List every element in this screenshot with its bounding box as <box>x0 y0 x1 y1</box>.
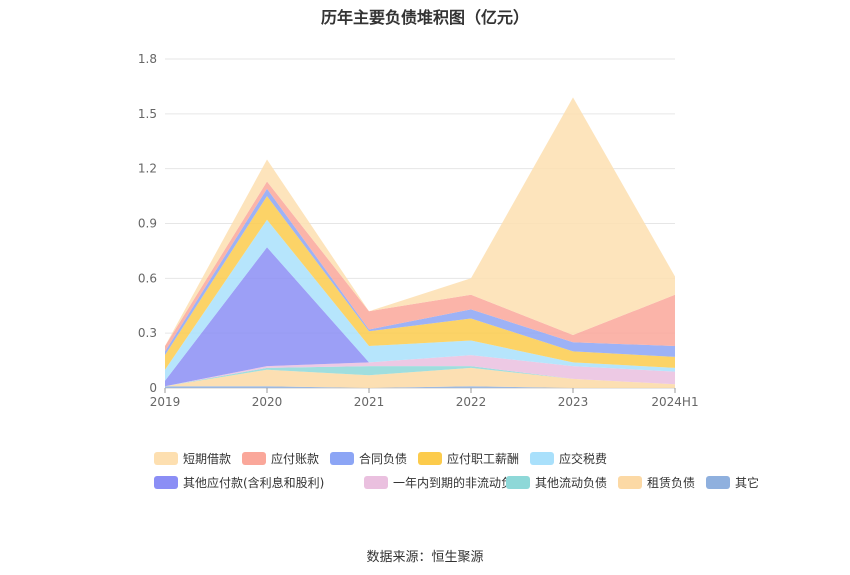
x-tick-label: 2021 <box>354 395 385 409</box>
x-tick-label: 2022 <box>456 395 487 409</box>
legend-item[interactable]: 应交税费 <box>530 450 607 466</box>
legend-item[interactable]: 其它 <box>706 474 759 490</box>
area-其他应付款(含利息和股利) <box>165 247 675 387</box>
legend-swatch <box>364 476 388 489</box>
legend-swatch <box>154 452 178 465</box>
legend-label: 一年内到期的非流动负债 <box>393 476 526 490</box>
legend-label: 其它 <box>735 476 760 490</box>
legend-label: 合同负债 <box>359 452 408 466</box>
legend-swatch <box>330 452 354 465</box>
legend-label: 其他应付款(含利息和股利) <box>183 476 325 490</box>
x-tick-label: 2020 <box>252 395 283 409</box>
y-tick-label: 0.6 <box>138 271 157 285</box>
legend-swatch <box>154 476 178 489</box>
x-tick-label: 2024H1 <box>651 395 698 409</box>
area-series <box>165 97 675 388</box>
legend-swatch <box>418 452 442 465</box>
legend-swatch <box>506 476 530 489</box>
legend-swatch <box>706 476 730 489</box>
stacked-area-chart: 0 0.3 0.6 0.9 1.2 1.5 1.8 2019 2020 2021 2022 2023… <box>138 52 699 409</box>
area-应交税费 <box>165 219 675 381</box>
area-应付账款 <box>165 181 675 352</box>
legend-item[interactable]: 其他应付款(含利息和股利) <box>154 474 324 490</box>
legend-item[interactable]: 短期借款 <box>154 450 231 466</box>
axes: 2019 2020 2021 2022 2023 2024H1 <box>150 388 699 409</box>
legend-item[interactable]: 其他流动负债 <box>506 474 607 490</box>
legend-swatch <box>618 476 642 489</box>
x-tick-label: 2019 <box>150 395 181 409</box>
y-tick-label: 1.2 <box>138 162 157 176</box>
legend-label: 应付职工薪酬 <box>447 452 520 466</box>
area-合同负债 <box>165 188 675 357</box>
area-应付职工薪酬 <box>165 196 675 370</box>
x-tick-label: 2023 <box>558 395 589 409</box>
legend-label: 其他流动负债 <box>535 476 608 490</box>
legend-label: 短期借款 <box>183 452 232 466</box>
legend-label: 应交税费 <box>559 452 608 466</box>
data-source-note: 数据来源：恒生聚源 <box>366 550 484 565</box>
legend-item[interactable]: 一年内到期的非流动负债 <box>364 474 525 490</box>
legend-label: 租赁负债 <box>647 476 696 490</box>
y-tick-label: 0 <box>149 381 157 395</box>
legend-item[interactable]: 合同负债 <box>330 450 407 466</box>
legend-item[interactable]: 应付账款 <box>242 450 319 466</box>
y-tick-label: 1.8 <box>138 52 157 66</box>
area-短期借款 <box>165 97 675 347</box>
y-tick-label: 0.9 <box>138 217 157 231</box>
legend-swatch <box>530 452 554 465</box>
y-tick-label: 0.3 <box>138 326 157 340</box>
area-其他流动负债 <box>165 366 675 387</box>
chart-title: 历年主要负债堆积图（亿元） <box>320 8 529 27</box>
legend-swatch <box>242 452 266 465</box>
area-租赁负债 <box>165 367 675 388</box>
legend-item[interactable]: 应付职工薪酬 <box>418 450 519 466</box>
legend-item[interactable]: 租赁负债 <box>618 474 695 490</box>
area-一年内到期的非流动负债 <box>165 355 675 387</box>
legend-label: 应付账款 <box>271 452 320 466</box>
y-tick-label: 1.5 <box>138 107 157 121</box>
